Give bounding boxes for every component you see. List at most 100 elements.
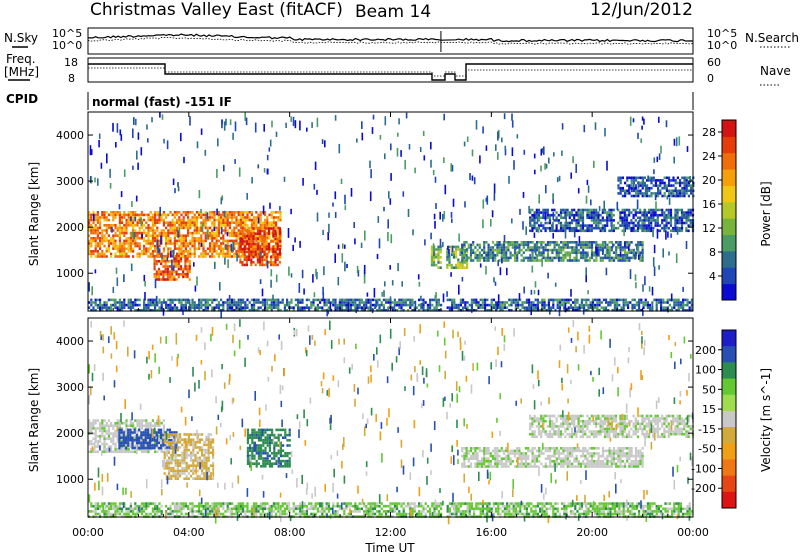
echo-cell	[246, 224, 249, 227]
echo-cell	[546, 248, 550, 252]
echo-cell	[586, 211, 589, 214]
echo-cell	[92, 211, 95, 214]
echo-cell	[252, 250, 255, 254]
echo-cell	[466, 261, 469, 264]
echo-cell	[544, 248, 547, 252]
echo-cell	[179, 438, 182, 441]
echo-cell	[437, 253, 440, 256]
echo-cell	[555, 254, 558, 257]
echo-cell	[149, 252, 152, 256]
echo-cell	[626, 241, 629, 244]
echo-cell	[560, 256, 563, 260]
echo-cell	[611, 301, 614, 304]
echo-cell	[259, 237, 262, 241]
echo-cell	[551, 224, 554, 227]
echo-cell	[316, 298, 319, 302]
scatter-echo	[327, 232, 329, 241]
echo-cell	[507, 256, 510, 260]
echo-cell	[380, 309, 383, 312]
echo-cell	[180, 242, 183, 245]
echo-cell	[606, 211, 609, 214]
echo-cell	[520, 259, 523, 262]
echo-cell	[369, 303, 372, 307]
echo-cell	[112, 218, 115, 222]
echo-cell	[116, 234, 119, 237]
echo-cell	[264, 303, 267, 307]
echo-cell	[90, 301, 93, 304]
echo-cell	[628, 259, 631, 262]
echo-cell	[134, 301, 137, 304]
scatter-echo	[106, 153, 108, 164]
echo-cell	[228, 239, 231, 243]
echo-cell	[110, 213, 113, 217]
scatter-echo	[204, 149, 207, 156]
echo-cell	[499, 303, 502, 307]
echo-cell	[529, 229, 532, 233]
echo-cell	[233, 301, 236, 304]
echo-cell	[248, 258, 251, 261]
echo-cell	[118, 436, 121, 439]
echo-cell	[107, 234, 110, 237]
echo-cell	[202, 231, 205, 235]
echo-cell	[184, 301, 187, 304]
echo-cell	[512, 301, 515, 304]
echo-cell	[103, 434, 106, 438]
echo-cell	[154, 229, 157, 232]
scatter-echo	[641, 116, 644, 121]
echo-cell	[267, 229, 270, 233]
echo-cell	[101, 211, 104, 214]
echo-cell	[169, 221, 172, 224]
echo-cell	[162, 427, 165, 430]
echo-cell	[274, 229, 277, 233]
echo-cell	[211, 306, 214, 309]
scatter-echo	[220, 197, 223, 205]
echo-cell	[114, 244, 117, 248]
scatter-echo	[143, 274, 146, 282]
echo-cell	[143, 231, 146, 235]
echo-cell	[577, 229, 580, 233]
echo-cell	[191, 244, 194, 248]
echo-cell	[597, 251, 600, 254]
echo-cell	[600, 306, 603, 309]
scatter-echo	[450, 212, 453, 218]
scatter-echo	[327, 310, 329, 315]
scatter-echo	[632, 118, 635, 123]
echo-cell	[542, 211, 545, 214]
echo-cell	[180, 239, 183, 243]
echo-cell	[268, 303, 271, 307]
echo-cell	[215, 252, 218, 256]
echo-cell	[641, 211, 644, 214]
scatter-echo	[360, 242, 363, 248]
echo-cell	[96, 226, 99, 230]
scatter-echo	[443, 113, 445, 121]
echo-cell	[114, 445, 117, 448]
echo-cell	[107, 450, 110, 454]
scatter-echo	[519, 208, 521, 215]
echo-cell	[579, 211, 582, 214]
echo-cell	[244, 306, 247, 309]
echo-cell	[654, 221, 657, 225]
echo-cell	[190, 464, 193, 467]
scatter-echo	[361, 132, 364, 141]
echo-cell	[167, 224, 170, 227]
echo-cell	[535, 254, 539, 257]
echo-cell	[478, 254, 481, 257]
echo-cell	[123, 250, 126, 253]
echo-cell	[190, 441, 193, 444]
echo-cell	[94, 242, 97, 245]
echo-cell	[129, 298, 132, 302]
scatter-echo	[594, 122, 597, 130]
echo-cell	[99, 231, 102, 235]
scatter-echo	[303, 288, 305, 295]
scatter-echo	[120, 134, 123, 141]
echo-cell	[168, 474, 171, 478]
echo-cell	[660, 309, 663, 312]
echo-cell	[170, 469, 173, 473]
echo-cell	[246, 211, 249, 214]
echo-cell	[193, 213, 196, 217]
echo-cell	[626, 192, 629, 195]
echo-cell	[606, 248, 609, 252]
echo-cell	[228, 244, 231, 248]
echo-cell	[477, 301, 480, 304]
echo-cell	[162, 275, 165, 279]
